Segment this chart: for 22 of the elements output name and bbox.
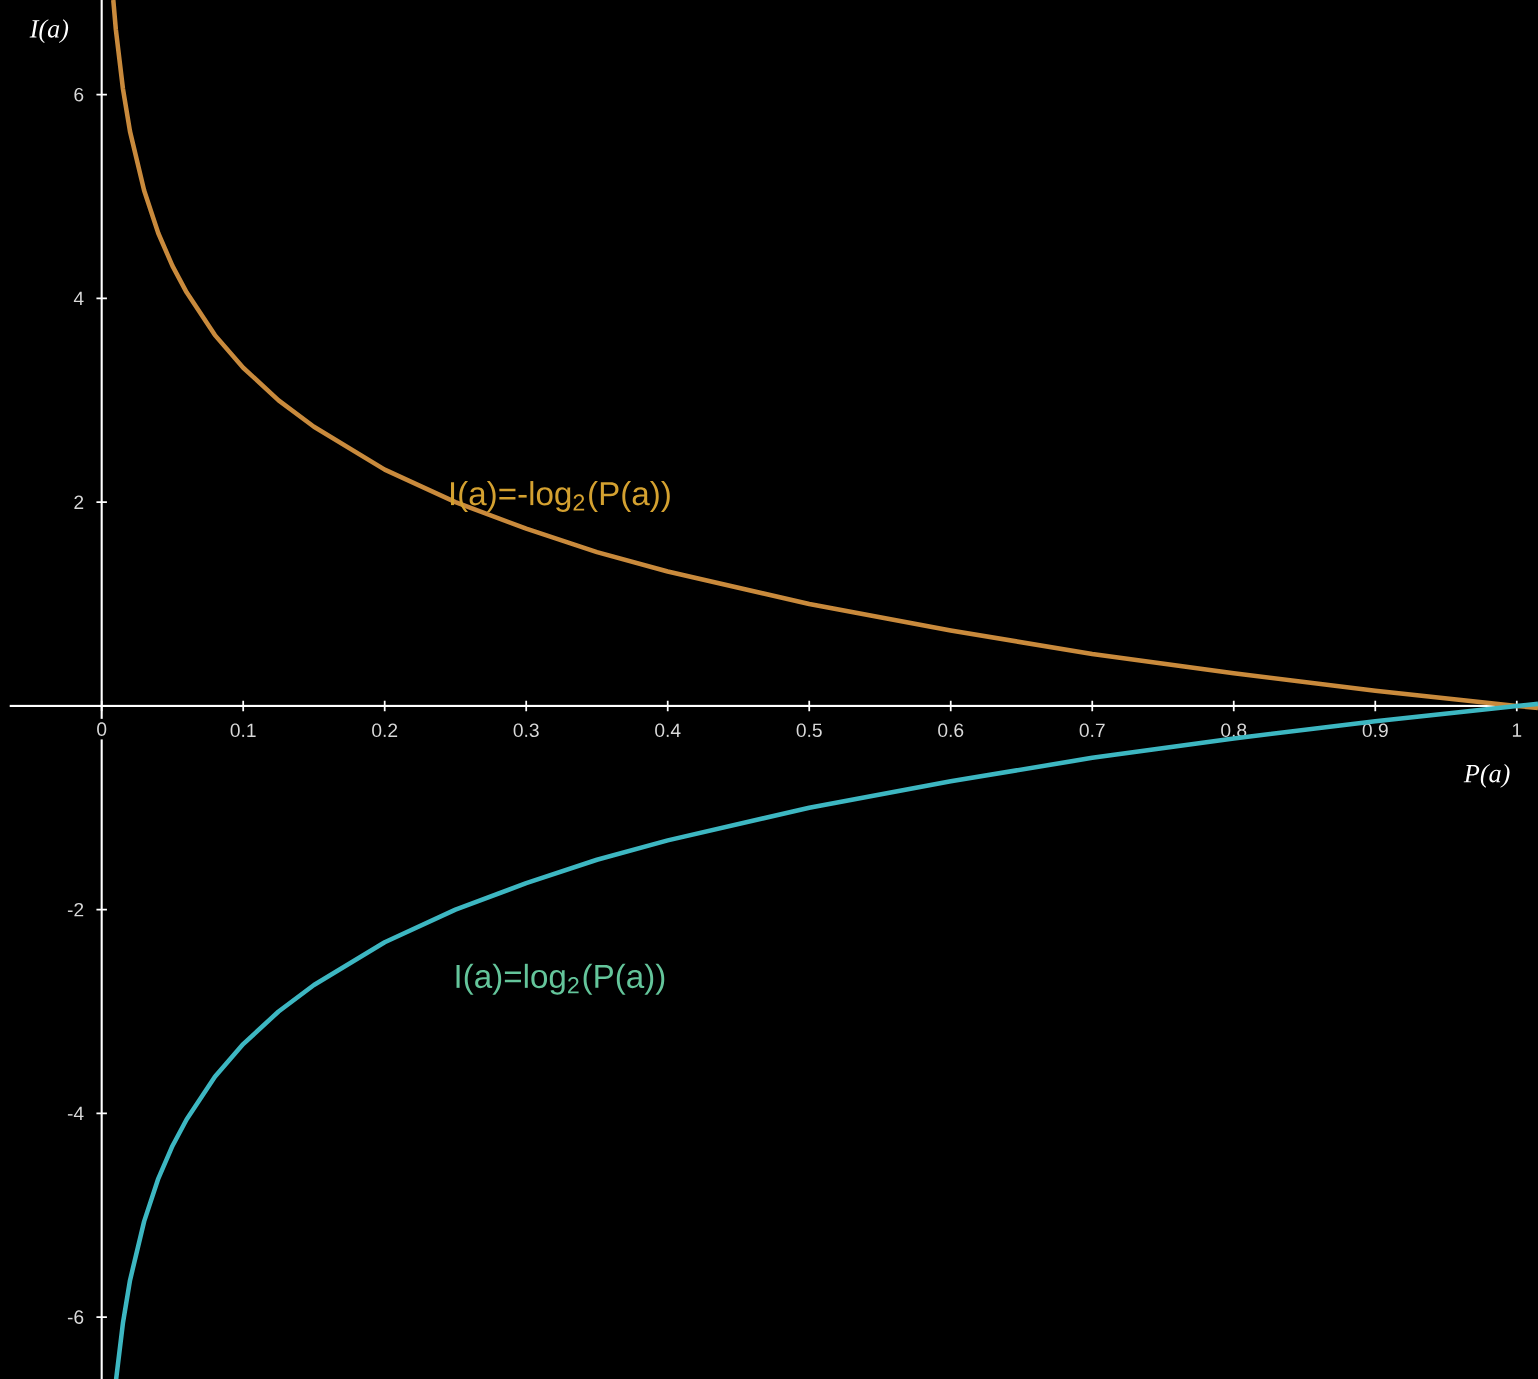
y-tick-label: 2	[74, 495, 84, 509]
x-tick-label: 0	[97, 722, 107, 736]
x-tick-label: 0.7	[1079, 723, 1105, 737]
x-tick-label: 0.9	[1362, 723, 1388, 737]
x-tick-label: 0.6	[938, 723, 964, 737]
x-tick-label: 0.3	[513, 723, 539, 737]
x-tick-label: 0.2	[372, 723, 398, 737]
line-series	[111, 0, 1538, 711]
y-tick-label: -2	[67, 902, 84, 917]
x-tick-label: 1	[1512, 723, 1522, 737]
line-series	[113, 701, 1538, 1379]
x-tick-label: 0.4	[655, 723, 681, 737]
y-tick-label: 4	[73, 291, 84, 305]
x-axis-title: P(a)	[1463, 763, 1510, 788]
annotation: I(a)=log$_{2}$(P(a))	[456, 963, 665, 995]
annotation: I(a)=-log$_{2}$(P(a))	[451, 480, 670, 512]
x-tick-label: 0.5	[796, 723, 822, 737]
y-tick-label: 6	[74, 87, 84, 102]
y-tick-label: -4	[67, 1106, 84, 1120]
x-tick-label: 0.1	[230, 723, 256, 737]
y-tick-label: -6	[67, 1310, 84, 1324]
y-axis-title: I(a)	[29, 19, 69, 43]
